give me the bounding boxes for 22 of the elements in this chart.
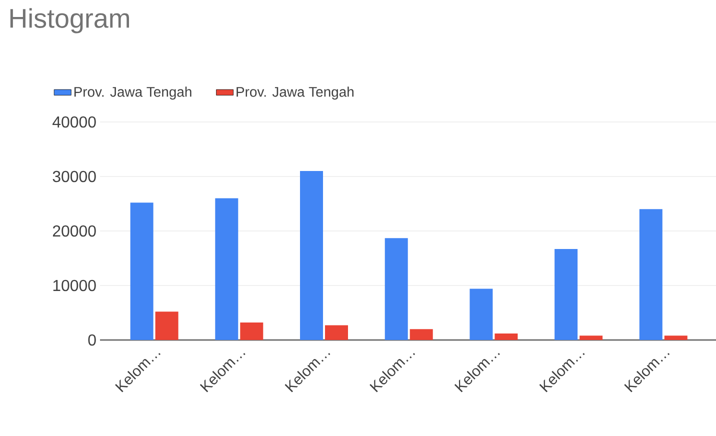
y-tick-label: 40000: [52, 116, 96, 128]
bar: [384, 238, 408, 340]
bar: [300, 171, 324, 340]
bar: [325, 325, 348, 340]
bar: [639, 209, 662, 340]
bar: [410, 329, 433, 340]
bar: [470, 288, 493, 340]
legend-label: Prov. Jawa Tengah: [74, 86, 192, 100]
legend-label: Prov. Jawa Tengah: [236, 86, 354, 100]
bar: [494, 333, 518, 340]
bar: [130, 202, 154, 340]
bar: [215, 198, 238, 340]
bar: [580, 336, 603, 340]
bar: [155, 312, 178, 340]
y-tick-label: 0: [88, 334, 96, 346]
y-tick-label: 20000: [52, 225, 96, 237]
bar: [554, 248, 578, 340]
chart-title: Histogram: [10, 8, 129, 34]
bar: [240, 322, 264, 340]
bar: [664, 336, 688, 340]
y-tick-label: 10000: [53, 280, 96, 292]
y-tick-label: 30000: [52, 170, 96, 182]
